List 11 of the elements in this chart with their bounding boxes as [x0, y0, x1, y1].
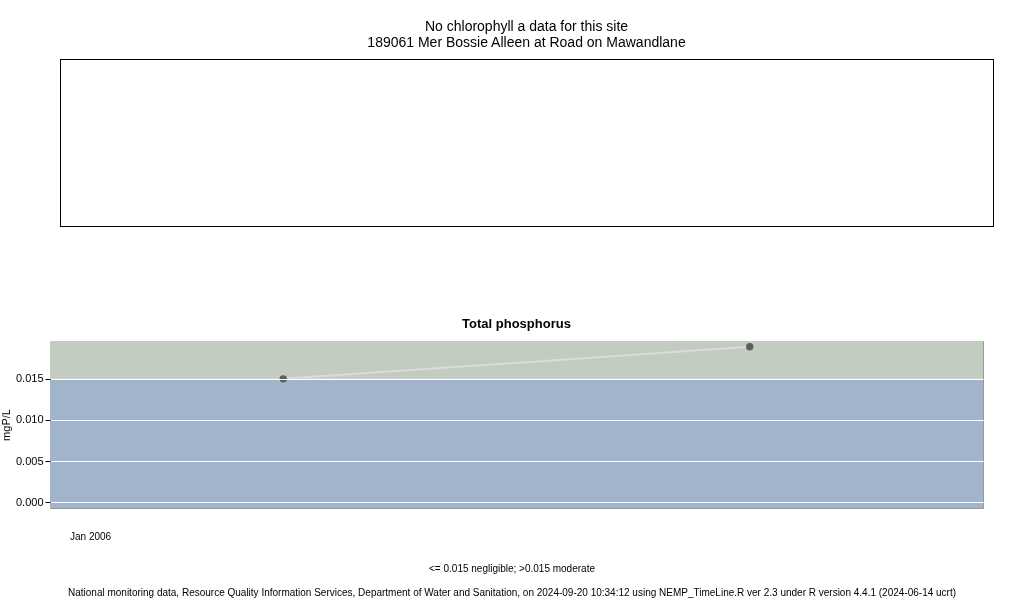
chart-title: Total phosphorus — [462, 316, 571, 331]
y-tick-label: 0.000 — [15, 495, 44, 508]
text: 189061 Mer Bossie Alleen at Road on Mawandlane — [367, 34, 686, 50]
text: No chlorophyll a data for this site — [424, 18, 629, 34]
text: Jan 2006 — [70, 531, 112, 542]
y-tick-label: 0.010 — [15, 413, 44, 426]
text: <= 0.015 negligible; >0.015 moderate — [428, 563, 596, 574]
y-axis-title: mgP/L — [0, 409, 12, 441]
text: National monitoring data, Resource Quality Information Services, Department of Water and Sanitation, on 2024-09-20 10:34:12 using NEMP_TimeLine.R ver 2.3 under R version 4.4.1 (2024-06-14 ucrt) — [66, 587, 958, 598]
y-tick-label: 0.005 — [15, 454, 44, 467]
y-tick-label: 0.015 — [15, 372, 44, 385]
